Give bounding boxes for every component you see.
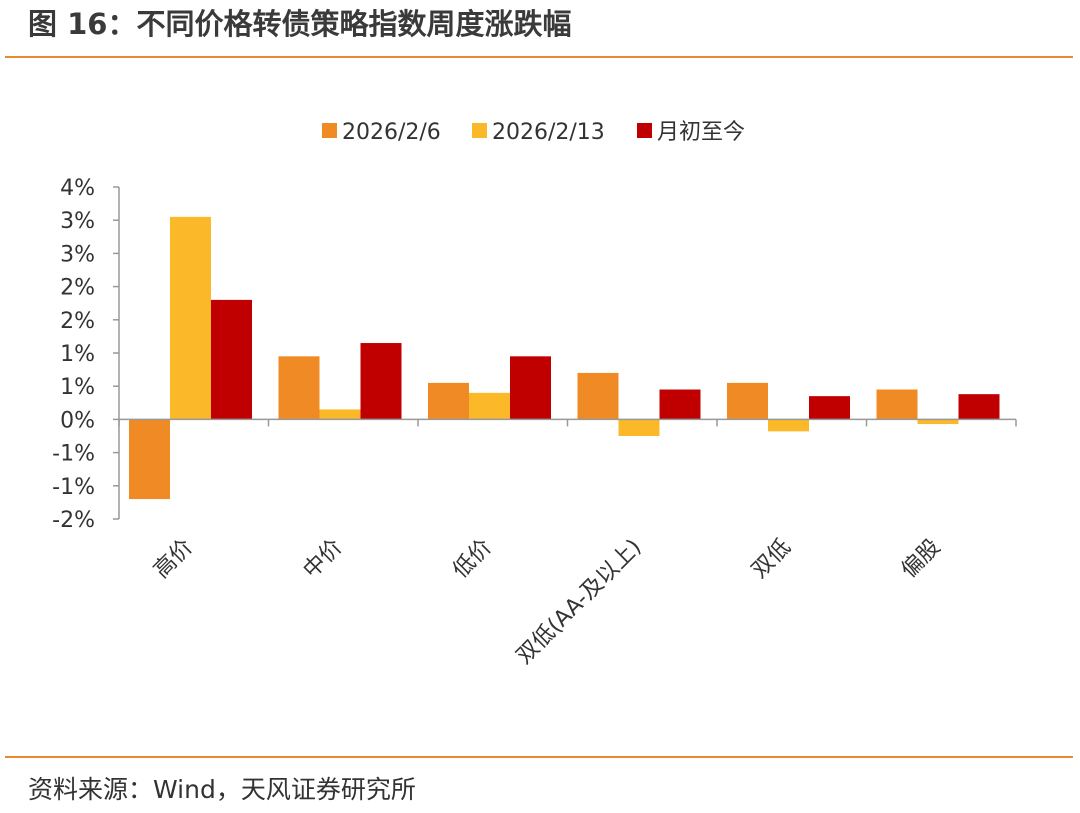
y-tick-label: 0% xyxy=(60,408,95,433)
x-category-label: 中价 xyxy=(299,535,348,584)
bar-chart: 2026/2/6 2026/2/13 月初至今 4% 3% 3% 2% 2% 1% 1% 0% -1… xyxy=(52,120,1017,670)
legend-label-2: 2026/2/13 xyxy=(492,120,605,145)
chart-bars xyxy=(129,216,1000,500)
bar-1-4 xyxy=(577,372,619,420)
page-title: 图 16：不同价格转债策略指数周度涨跌幅 xyxy=(28,7,572,41)
x-category-label: 双低(AA-及以上) xyxy=(512,535,647,670)
x-axis: 高价 中价 低价 双低(AA-及以上) 双低 偏股 xyxy=(118,418,1017,670)
bottom-divider xyxy=(5,756,1073,758)
y-tick-label: -1% xyxy=(52,442,95,467)
bar-1-3 xyxy=(428,382,469,420)
top-divider xyxy=(5,56,1073,58)
bar-1-2 xyxy=(278,356,320,420)
bar-2-4 xyxy=(618,419,660,436)
y-axis: 4% 3% 3% 2% 2% 1% 1% 0% -1% -1% -2% xyxy=(52,176,120,533)
bar-3-5 xyxy=(809,396,850,420)
legend-label-1: 2026/2/6 xyxy=(342,120,441,145)
bar-2-1 xyxy=(170,216,211,420)
bar-1-1 xyxy=(129,419,170,500)
y-tick-label: 2% xyxy=(60,276,95,301)
legend-swatch-1 xyxy=(322,123,337,138)
bar-3-6 xyxy=(958,394,1000,420)
legend-swatch-2 xyxy=(472,123,487,138)
x-category-label: 高价 xyxy=(149,535,198,584)
legend-label-3: 月初至今 xyxy=(657,120,745,145)
y-tick-label: 1% xyxy=(60,375,95,400)
y-tick-label: 1% xyxy=(60,342,95,367)
bar-3-1 xyxy=(211,299,252,420)
chart-legend: 2026/2/6 2026/2/13 月初至今 xyxy=(322,120,745,145)
bar-3-4 xyxy=(659,389,701,420)
bar-2-5 xyxy=(768,419,809,432)
bar-1-5 xyxy=(727,382,768,420)
y-tick-label: 3% xyxy=(60,242,95,267)
bar-2-2 xyxy=(319,409,361,420)
legend-swatch-3 xyxy=(637,123,652,138)
source-note: 资料来源：Wind，天风证券研究所 xyxy=(28,775,416,804)
y-tick-label: -1% xyxy=(52,475,95,500)
y-tick-label: 4% xyxy=(60,176,95,201)
bar-1-6 xyxy=(876,389,918,420)
bar-2-6 xyxy=(917,419,959,425)
y-tick-label: -2% xyxy=(52,508,95,533)
bar-3-2 xyxy=(360,343,402,420)
x-category-label: 双低 xyxy=(747,535,796,584)
bar-3-3 xyxy=(510,356,551,420)
x-category-label: 低价 xyxy=(448,535,497,584)
y-tick-label: 2% xyxy=(60,309,95,334)
x-category-label: 偏股 xyxy=(897,535,946,584)
bar-2-3 xyxy=(469,392,510,420)
y-tick-label: 3% xyxy=(60,209,95,234)
